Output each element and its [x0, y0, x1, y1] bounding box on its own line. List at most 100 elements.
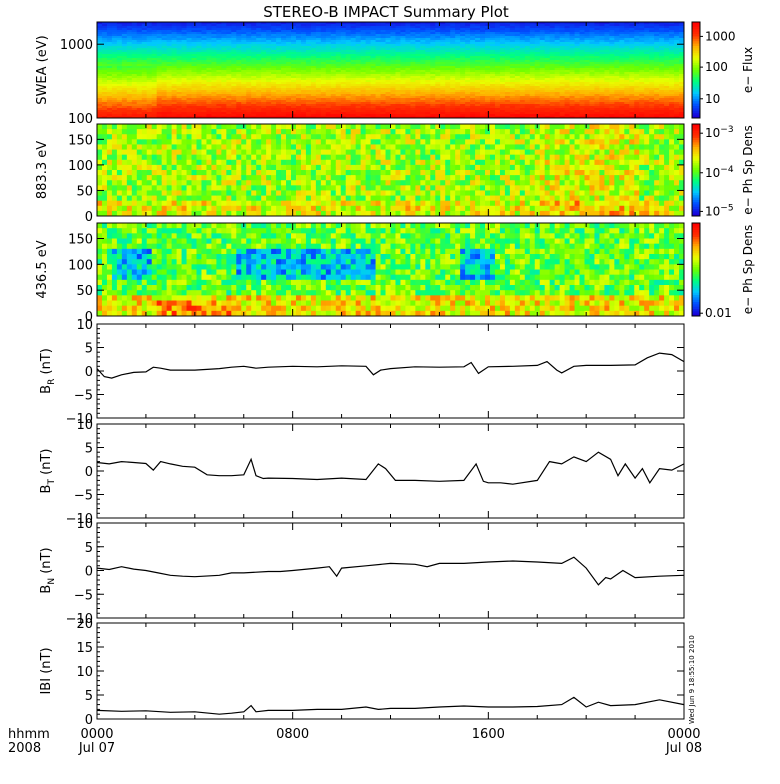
swea-cell [554, 112, 561, 115]
swea-cell [589, 102, 596, 105]
swea-cell [370, 110, 377, 113]
swea-cell [455, 70, 461, 73]
swea-cell [534, 62, 541, 65]
swea-cell [161, 56, 168, 59]
swea-cell [579, 58, 586, 61]
swea-cell [111, 26, 118, 29]
swea-cell [390, 32, 397, 35]
swea-cell [365, 86, 372, 89]
swea-cell [161, 96, 168, 99]
swea-cell [116, 116, 123, 118]
swea-cell [544, 54, 551, 57]
swea-cell [549, 82, 556, 85]
swea-cell [574, 58, 581, 61]
swea-cell [226, 76, 232, 79]
swea-cell [176, 70, 183, 73]
swea-cell [156, 42, 163, 45]
swea-cell [97, 50, 103, 53]
swea-cell [116, 22, 123, 25]
swea-cell [286, 104, 292, 107]
swea-cell [475, 98, 481, 101]
swea-cell [599, 34, 605, 37]
swea-cell [161, 34, 168, 37]
swea-cell [574, 90, 581, 93]
swea-cell [559, 60, 566, 63]
swea-cell [320, 26, 327, 29]
swea-cell [101, 40, 108, 43]
swea-cell [106, 88, 113, 91]
swea-cell [564, 104, 571, 107]
swea-cell [524, 44, 531, 47]
swea-cell [524, 106, 531, 109]
swea-cell [256, 112, 262, 115]
swea-cell [216, 86, 222, 89]
swea-cell [256, 104, 262, 107]
swea-cell [315, 86, 322, 89]
swea-cell [509, 42, 516, 45]
swea-cell [186, 86, 193, 89]
swea-cell [559, 76, 566, 79]
swea-cell [470, 38, 476, 41]
swea-cell [559, 100, 566, 103]
swea-cell [345, 50, 352, 53]
swea-cell [430, 70, 436, 73]
swea-cell [216, 38, 222, 41]
swea-cell [455, 90, 461, 93]
swea-cell [121, 48, 128, 51]
swea-cell [480, 102, 486, 105]
swea-cell [216, 90, 222, 93]
swea-cell [315, 110, 322, 113]
swea-cell [151, 70, 158, 73]
swea-cell [509, 76, 516, 79]
swea-cell [395, 76, 402, 79]
swea-cell [380, 70, 387, 73]
swea-cell [400, 110, 407, 113]
swea-cell [420, 42, 426, 45]
swea-cell [455, 114, 461, 117]
swea-cell [181, 90, 188, 93]
swea-cell [216, 40, 222, 43]
swea-cell [335, 36, 342, 39]
swea-cell [176, 112, 183, 115]
swea-cell [300, 56, 307, 59]
swea-cell [196, 114, 203, 117]
swea-cell [350, 64, 357, 67]
swea-cell [335, 26, 342, 29]
swea-cell [281, 70, 287, 73]
swea-cell [146, 52, 153, 55]
swea-cell [385, 116, 392, 118]
swea-cell [460, 72, 466, 75]
swea-cell [186, 90, 193, 93]
swea-cell [126, 86, 133, 89]
swea-cell [251, 48, 257, 51]
swea-cell [529, 38, 536, 41]
swea-cell [440, 24, 446, 27]
swea-cell [146, 40, 153, 43]
swea-cell [151, 102, 158, 105]
swea-cell [350, 92, 357, 95]
swea-cell [266, 28, 272, 31]
swea-cell [101, 32, 108, 35]
swea-cell [111, 44, 118, 47]
swea-cell [106, 84, 113, 87]
swea-cell [226, 78, 232, 81]
swea-cell [176, 78, 183, 81]
swea-cell [405, 54, 411, 57]
swea-cell [569, 30, 576, 33]
swea-cell [335, 34, 342, 37]
swea-cell [365, 22, 372, 25]
swea-cell [305, 36, 312, 39]
swea-cell [325, 110, 332, 113]
swea-cell [325, 50, 332, 53]
swea-cell [325, 76, 332, 79]
swea-cell [594, 78, 601, 81]
swea-cell [126, 80, 133, 83]
swea-cell [111, 88, 118, 91]
swea-cell [111, 22, 118, 25]
swea-cell [196, 96, 203, 99]
swea-cell [126, 74, 133, 77]
swea-cell [485, 86, 491, 89]
swea-cell [116, 48, 123, 51]
swea-cell [425, 116, 431, 118]
swea-cell [470, 78, 476, 81]
